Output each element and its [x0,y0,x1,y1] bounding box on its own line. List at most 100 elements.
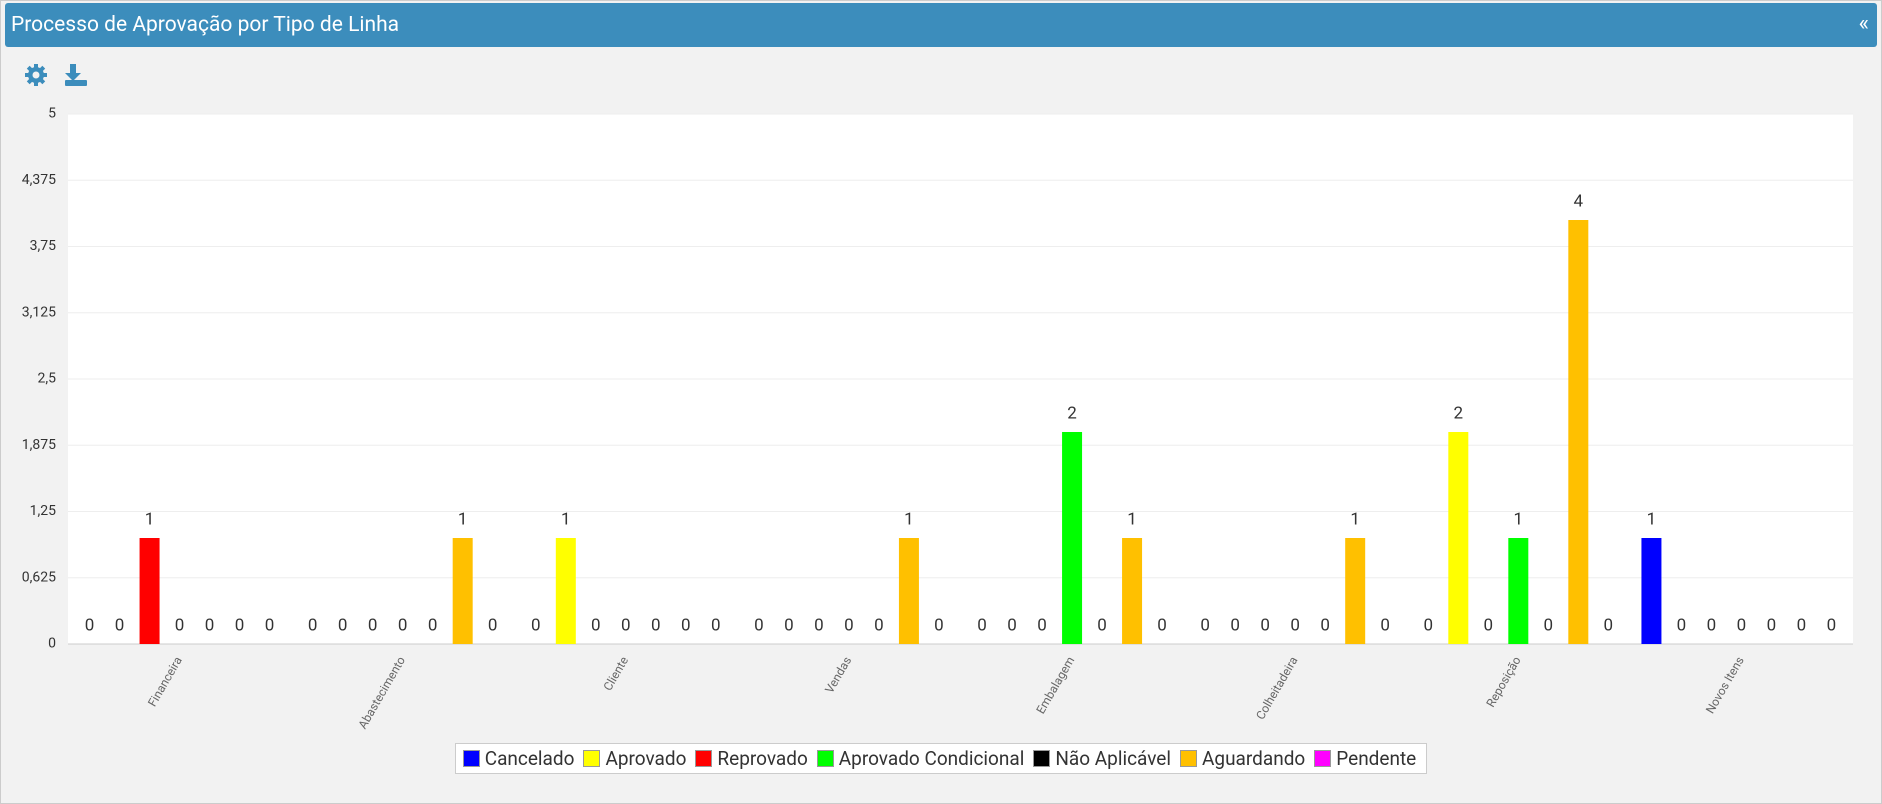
chart: 0 0,625 1,25 1,875 2,5 3,125 3,75 4,375 5 Finance… [22,106,1853,731]
bar [1345,538,1366,644]
x-tick-label: Vendas [822,654,854,696]
bar [555,538,576,644]
legend-item[interactable]: Cancelado [460,747,575,770]
data-label: 2 [1067,403,1077,423]
legend-swatch [695,750,713,767]
data-label: 0 [1707,615,1717,635]
bar [1508,538,1529,644]
data-label: 0 [338,615,348,635]
panel-header: Processo de Aprovação por Tipo de Linha … [5,3,1877,47]
data-label: 0 [368,615,378,635]
data-label: 1 [1350,509,1360,529]
data-label: 0 [1157,615,1167,635]
legend-item[interactable]: Reprovado [692,747,808,770]
data-label: 0 [1230,615,1240,635]
legend: Cancelado Aprovado Reprovado Aprovado Condi… [1,743,1881,774]
data-label: 0 [711,615,721,635]
panel-title: Processo de Aprovação por Tipo de Linha [11,13,400,37]
data-label: 0 [1484,615,1494,635]
legend-label: Não Aplicável [1055,747,1172,770]
x-tick-label: Financeira [145,654,185,709]
data-label: 0 [754,615,764,635]
data-label: 1 [1127,509,1137,529]
data-label: 0 [1320,615,1330,635]
data-label: 4 [1574,191,1584,211]
y-tick-label: 4,375 [22,172,56,188]
legend-label: Aprovado Condicional [838,747,1025,770]
data-label: 0 [1544,615,1554,635]
x-tick-label: Reposição [1483,654,1523,710]
bar [1568,220,1589,644]
y-tick-label: 3,75 [30,238,56,254]
bar [452,538,473,644]
data-label: 0 [115,615,125,635]
data-label: 0 [1290,615,1300,635]
legend-label: Reprovado [717,747,808,770]
legend-label: Aprovado [605,747,687,770]
legend-item[interactable]: Aprovado Condicional [814,747,1025,770]
legend-swatch [583,750,601,767]
data-label: 1 [561,509,571,529]
bar [1062,432,1083,644]
legend-item[interactable]: Não Aplicável [1030,747,1171,770]
data-label: 1 [904,509,914,529]
data-label: 0 [428,615,438,635]
legend-label: Cancelado [484,747,575,770]
data-label: 0 [531,615,541,635]
y-tick-label: 1,25 [30,503,56,519]
x-tick-label: Cliente [601,654,632,693]
data-label: 0 [1200,615,1210,635]
bar [1122,538,1143,644]
data-label: 1 [458,509,468,529]
bar [1641,538,1662,644]
data-label: 0 [308,615,318,635]
data-label: 0 [1677,615,1687,635]
data-label: 0 [844,615,854,635]
data-label: 0 [934,615,944,635]
legend-label: Pendente [1336,747,1417,770]
data-label: 1 [1647,509,1657,529]
data-label: 1 [1514,509,1524,529]
data-label: 0 [1767,615,1777,635]
data-label: 0 [621,615,631,635]
y-tick-label: 0 [48,636,56,652]
data-label: 0 [1380,615,1390,635]
collapse-button[interactable]: « [1858,11,1869,36]
legend-box: Cancelado Aprovado Reprovado Aprovado Condi… [454,743,1428,774]
data-label: 0 [265,615,275,635]
legend-swatch [1180,750,1198,767]
data-label: 0 [1097,615,1107,635]
legend-item[interactable]: Pendente [1311,747,1416,770]
data-label: 0 [814,615,824,635]
legend-item[interactable]: Aguardando [1177,747,1305,770]
data-label: 0 [977,615,987,635]
data-label: 0 [1424,615,1434,635]
data-label: 2 [1454,403,1464,423]
data-label: 0 [1827,615,1837,635]
data-label: 1 [145,509,155,529]
data-label: 0 [85,615,95,635]
data-label: 0 [874,615,884,635]
y-tick-label: 3,125 [22,304,56,320]
y-tick-label: 2,5 [38,371,57,387]
data-label: 0 [1037,615,1047,635]
y-tick-label: 0,625 [22,569,56,585]
data-label: 0 [175,615,185,635]
download-icon[interactable] [65,64,87,86]
data-label: 0 [1797,615,1807,635]
data-label: 0 [205,615,215,635]
settings-icon[interactable] [25,64,47,86]
x-tick-label: Embalagem [1033,654,1077,716]
y-tick-label: 1,875 [22,437,56,453]
bar [898,538,919,644]
bar [139,538,160,644]
legend-item[interactable]: Aprovado [580,747,686,770]
legend-swatch [816,750,834,767]
legend-label: Aguardando [1202,747,1306,770]
data-label: 0 [784,615,794,635]
legend-swatch [462,750,480,767]
x-tick-label: Colheitadeira [1253,654,1300,722]
legend-swatch [1314,750,1332,767]
data-label: 0 [488,615,498,635]
